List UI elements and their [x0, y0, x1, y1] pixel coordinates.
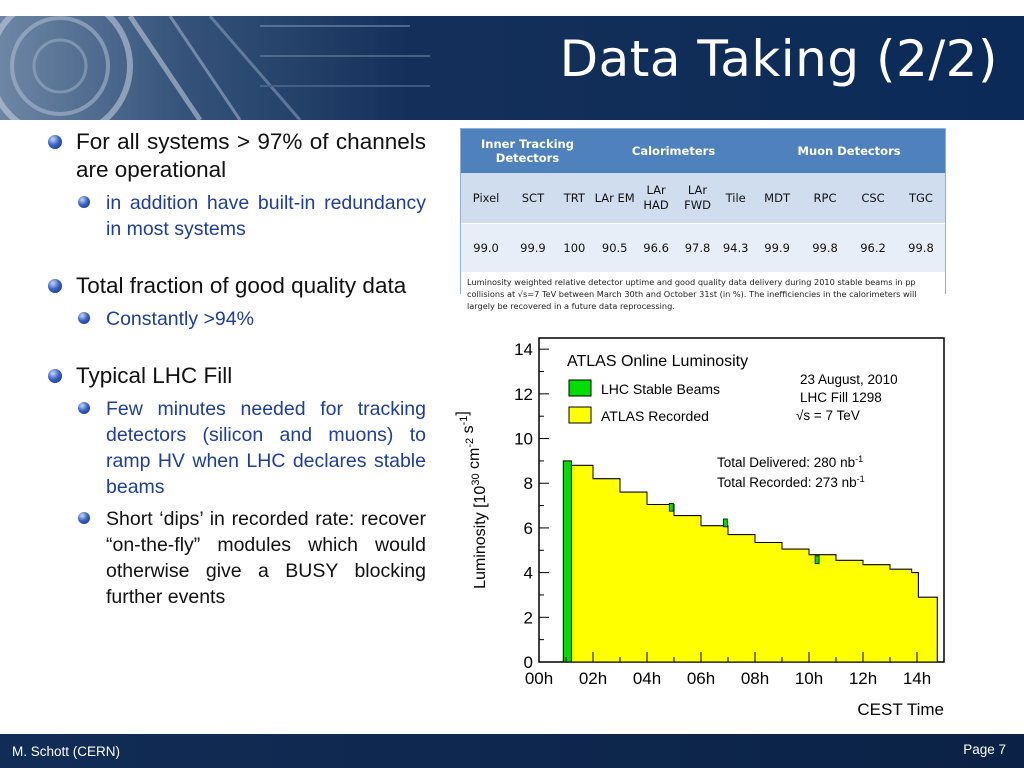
- sub-header-cell: Pixel: [461, 173, 512, 224]
- sub-header-cell: CSC: [849, 173, 897, 224]
- annotation-date: 23 August, 2010: [800, 372, 898, 387]
- value-cell: 99.9: [753, 223, 802, 272]
- y-tick-label: 8: [524, 474, 533, 493]
- footer-bar: M. Schott (CERN) Page 7: [0, 734, 1024, 768]
- detector-photo-decoration: [0, 16, 430, 120]
- value-cell: 90.5: [593, 223, 636, 272]
- bullet-icon: [48, 369, 62, 383]
- x-tick-label: 08h: [741, 669, 769, 688]
- value-cell: 99.8: [896, 223, 945, 272]
- total-delivered-label: Total Delivered: 280 nb-1: [717, 454, 863, 470]
- y-axis-label: Luminosity [1030 cm-2 s-1]: [455, 411, 489, 589]
- sub-header-cell: SCT: [511, 173, 555, 224]
- sub-bullet-icon: [78, 312, 90, 324]
- x-tick-label: 14h: [903, 669, 931, 688]
- sub-bullet-icon: [78, 196, 90, 208]
- sub-header-cell: Tile: [718, 173, 754, 224]
- sub-header-cell: LAr EM: [593, 173, 636, 224]
- recorded-dip-marker: [722, 518, 728, 528]
- total-recorded-text: Total Recorded: 273 nb: [717, 475, 857, 490]
- luminosity-chart: 0 2 4 6 8 10 12 14 00h 02h 04h 06h 08h 10h 12h 14h Lumi…: [455, 337, 945, 719]
- y-tick-label: 10: [514, 430, 533, 449]
- legend-label-atlas-recorded: ATLAS Recorded: [601, 408, 709, 424]
- value-cell: 99.8: [801, 223, 850, 272]
- x-tick-label: 00h: [525, 669, 553, 688]
- sub-bullet-text: Short ‘dips’ in recorded rate: recover “…: [106, 508, 426, 608]
- sub-header-cell: RPC: [801, 173, 850, 224]
- value-cell: 94.3: [718, 223, 754, 272]
- sub-header-cell: TGC: [896, 173, 945, 224]
- series-area-atlas-recorded: [570, 464, 938, 663]
- total-delivered-text: Total Delivered: 280 nb: [717, 455, 855, 470]
- value-cell: 96.6: [635, 223, 677, 272]
- y-tick-label: 0: [524, 653, 533, 672]
- chart-title: ATLAS Online Luminosity: [567, 353, 748, 370]
- bullet-list: For all systems > 97% of channels are op…: [46, 128, 426, 610]
- y-tick-label: 2: [524, 608, 533, 627]
- sub-header-cell: MDT: [753, 173, 802, 224]
- x-tick-label: 10h: [795, 669, 823, 688]
- value-cell: 99.0: [461, 223, 512, 272]
- detector-status-table: Inner Tracking Detectors Calorimeters Mu…: [460, 128, 946, 312]
- y-tick-label: 6: [524, 519, 533, 538]
- x-tick-label: 02h: [579, 669, 607, 688]
- value-cell: 99.9: [511, 223, 555, 272]
- bullet-icon: [48, 135, 62, 149]
- x-axis-label: CEST Time: [857, 700, 944, 719]
- total-recorded-label: Total Recorded: 273 nb-1: [717, 474, 865, 490]
- table-caption: Luminosity weighted relative detector up…: [461, 272, 945, 312]
- bullet-text: For all systems > 97% of channels are op…: [76, 129, 426, 182]
- bullet-item: Total fraction of good quality data: [46, 272, 426, 300]
- value-cell: 97.8: [676, 223, 719, 272]
- sub-header-cell: TRT: [554, 173, 594, 224]
- recorded-dip-marker: [668, 502, 674, 512]
- sub-bullet-item: Constantly >94%: [46, 306, 426, 332]
- group-header-muon: Muon Detectors: [753, 129, 945, 173]
- annotation-fill: LHC Fill 1298: [800, 390, 882, 405]
- bullet-item: For all systems > 97% of channels are op…: [46, 128, 426, 184]
- sub-header-cell: LAr FWD: [676, 173, 719, 224]
- page-number: Page 7: [963, 742, 1006, 757]
- bullet-text: Typical LHC Fill: [76, 363, 233, 388]
- legend-swatch-stable-beams: [568, 379, 592, 397]
- bullet-item: Typical LHC Fill: [46, 362, 426, 390]
- group-header-inner-tracking: Inner Tracking Detectors: [461, 129, 594, 173]
- y-tick-label: 12: [514, 385, 533, 404]
- sub-bullet-text: Constantly >94%: [106, 308, 254, 330]
- legend-label-stable-beams: LHC Stable Beams: [601, 381, 720, 397]
- x-tick-label: 12h: [849, 669, 877, 688]
- bullet-text: Total fraction of good quality data: [76, 273, 407, 298]
- footer-author: M. Schott (CERN): [12, 744, 121, 759]
- legend-swatch-atlas-recorded: [568, 406, 592, 424]
- group-header-calorimeters: Calorimeters: [593, 129, 754, 173]
- sub-bullet-text: in addition have built-in redundancy in …: [106, 192, 426, 240]
- title-banner: Data Taking (2/2): [0, 16, 1024, 120]
- sub-bullet-text: Few minutes needed for tracking detector…: [106, 398, 426, 498]
- annotation-energy: √s = 7 TeV: [796, 408, 860, 423]
- sub-bullet-icon: [78, 512, 90, 524]
- value-cell: 96.2: [849, 223, 897, 272]
- sub-header-cell: LAr HAD: [635, 173, 677, 224]
- slide-title: Data Taking (2/2): [559, 30, 998, 88]
- sub-bullet-item: in addition have built-in redundancy in …: [46, 190, 426, 242]
- value-cell: 100: [554, 223, 594, 272]
- sub-bullet-item: Few minutes needed for tracking detector…: [46, 396, 426, 500]
- sub-bullet-item: Short ‘dips’ in recorded rate: recover “…: [46, 506, 426, 610]
- x-tick-label: 06h: [687, 669, 715, 688]
- y-tick-label: 4: [524, 564, 533, 583]
- recorded-dip-marker: [814, 555, 820, 565]
- sub-bullet-icon: [78, 402, 90, 414]
- x-tick-label: 04h: [633, 669, 661, 688]
- y-tick-label: 14: [514, 340, 533, 359]
- bullet-icon: [48, 279, 62, 293]
